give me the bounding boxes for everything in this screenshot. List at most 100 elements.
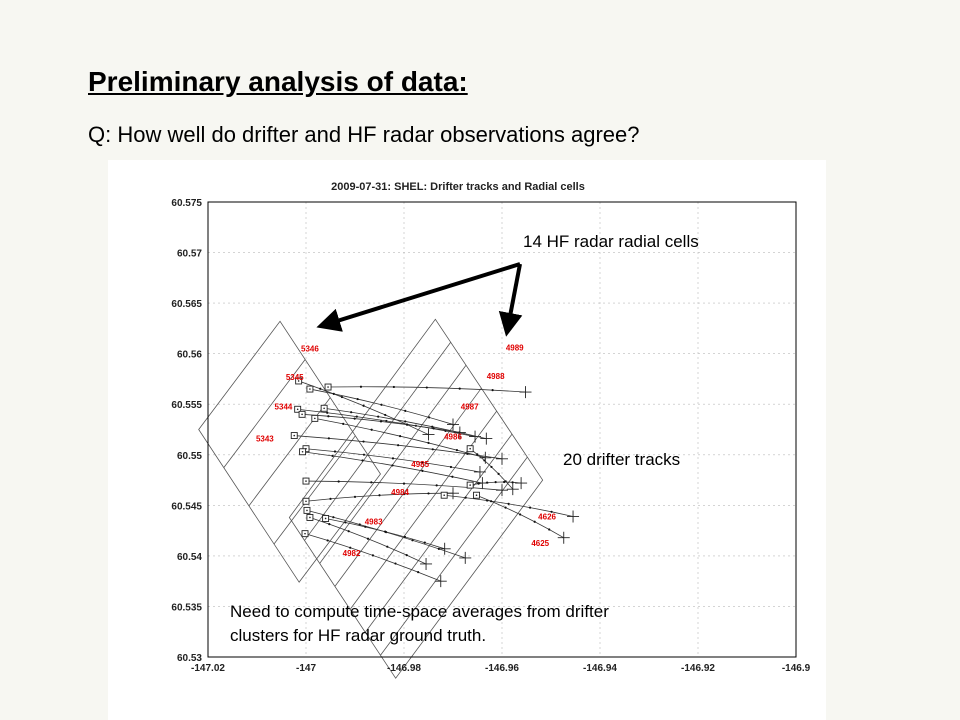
track-point <box>384 413 387 417</box>
track-end-marker <box>515 477 528 490</box>
track-point <box>362 453 366 456</box>
cell-label: 4986 <box>444 433 462 442</box>
x-tick-label: -147.02 <box>191 663 225 674</box>
track-point <box>362 404 365 407</box>
track-point <box>427 492 430 495</box>
track-start-dot <box>327 386 329 388</box>
callout-arrow-right <box>498 263 523 337</box>
track-start-dot <box>306 509 308 512</box>
track-point <box>458 387 461 390</box>
cell-label: 4984 <box>391 488 409 497</box>
radial-cell-divider <box>349 410 498 610</box>
track-point <box>423 541 426 544</box>
track-point <box>533 520 536 523</box>
track-end-marker <box>447 418 459 431</box>
track-point <box>385 419 388 423</box>
track-point <box>386 545 389 548</box>
y-tick-label: 60.555 <box>171 400 202 411</box>
cell-label: 4983 <box>365 518 383 527</box>
track-start-dot <box>324 517 327 520</box>
radial-cell-divider <box>223 359 306 468</box>
track-point <box>370 428 373 431</box>
track-point <box>455 449 459 452</box>
x-tick-label: -146.96 <box>485 663 519 674</box>
cell-label: 5343 <box>256 435 274 444</box>
track-point <box>489 500 493 503</box>
track-point <box>431 448 434 451</box>
track-point <box>435 484 438 487</box>
y-tick-label: 60.565 <box>171 299 202 310</box>
track-point <box>344 521 347 524</box>
track-point <box>378 494 381 497</box>
track-end-marker <box>519 386 532 399</box>
radial-cell-divider <box>334 387 482 587</box>
track-point <box>331 454 334 457</box>
track-point <box>379 420 383 423</box>
track-point <box>405 554 408 557</box>
track-point <box>364 525 367 528</box>
track-point <box>337 480 340 483</box>
track-point <box>402 493 406 496</box>
track-point <box>402 482 406 485</box>
cell-label: 5346 <box>301 345 319 354</box>
track-point <box>406 423 409 426</box>
track-start-dot <box>296 408 299 411</box>
y-tick-label: 60.56 <box>177 350 202 361</box>
track-end-marker <box>447 487 459 500</box>
track-end-marker <box>567 510 580 523</box>
track-point <box>431 425 434 428</box>
track-end-marker <box>422 428 435 441</box>
track-end-marker <box>496 452 508 465</box>
track-point <box>353 495 357 498</box>
drifter-track <box>298 380 429 435</box>
track-point <box>370 481 373 484</box>
track-point <box>548 528 551 531</box>
track-point <box>329 497 332 500</box>
callout-arrows <box>316 262 523 337</box>
radial-cell-divider <box>364 433 513 633</box>
track-point <box>380 403 383 406</box>
track-point <box>497 472 500 475</box>
track-start-dot <box>309 388 311 390</box>
x-tick-label: -147 <box>296 663 316 674</box>
track-start-dot <box>301 450 304 453</box>
track-point <box>519 513 522 516</box>
radial-cell-divider <box>248 397 331 507</box>
track-point <box>332 516 335 519</box>
track-point <box>332 392 335 395</box>
cell-label: 4985 <box>411 460 429 469</box>
track-point <box>490 465 493 469</box>
plot-frame <box>207 201 797 658</box>
x-tick-label: -146.92 <box>681 663 715 674</box>
track-start-dot <box>314 417 316 420</box>
track-point <box>503 480 506 484</box>
track-point <box>356 397 359 401</box>
track-point <box>466 452 469 455</box>
track-point <box>397 444 400 447</box>
y-tick-label: 60.54 <box>177 552 202 563</box>
track-end-marker <box>480 432 493 445</box>
track-point <box>449 465 453 469</box>
track-end-marker <box>420 557 433 570</box>
track-point <box>366 537 370 540</box>
track-point <box>483 459 486 462</box>
cell-label: 4987 <box>461 402 479 411</box>
track-point <box>392 385 395 389</box>
track-point <box>417 571 420 574</box>
callout-arrow-left <box>316 262 521 332</box>
slide-title: Preliminary analysis of data: <box>88 66 468 97</box>
track-point <box>319 387 322 390</box>
track-point <box>359 385 363 388</box>
track-point <box>328 523 331 526</box>
track-point <box>404 409 407 412</box>
track-start-dot <box>475 494 478 497</box>
track-point <box>494 481 497 484</box>
track-point <box>477 482 480 485</box>
track-point <box>391 457 395 460</box>
track-start-dot <box>297 380 300 382</box>
track-point <box>427 441 430 444</box>
track-point <box>451 475 454 478</box>
drifter-tracks-callout: 20 drifter tracks <box>563 450 681 469</box>
track-point <box>361 459 364 462</box>
track-point <box>353 417 356 420</box>
